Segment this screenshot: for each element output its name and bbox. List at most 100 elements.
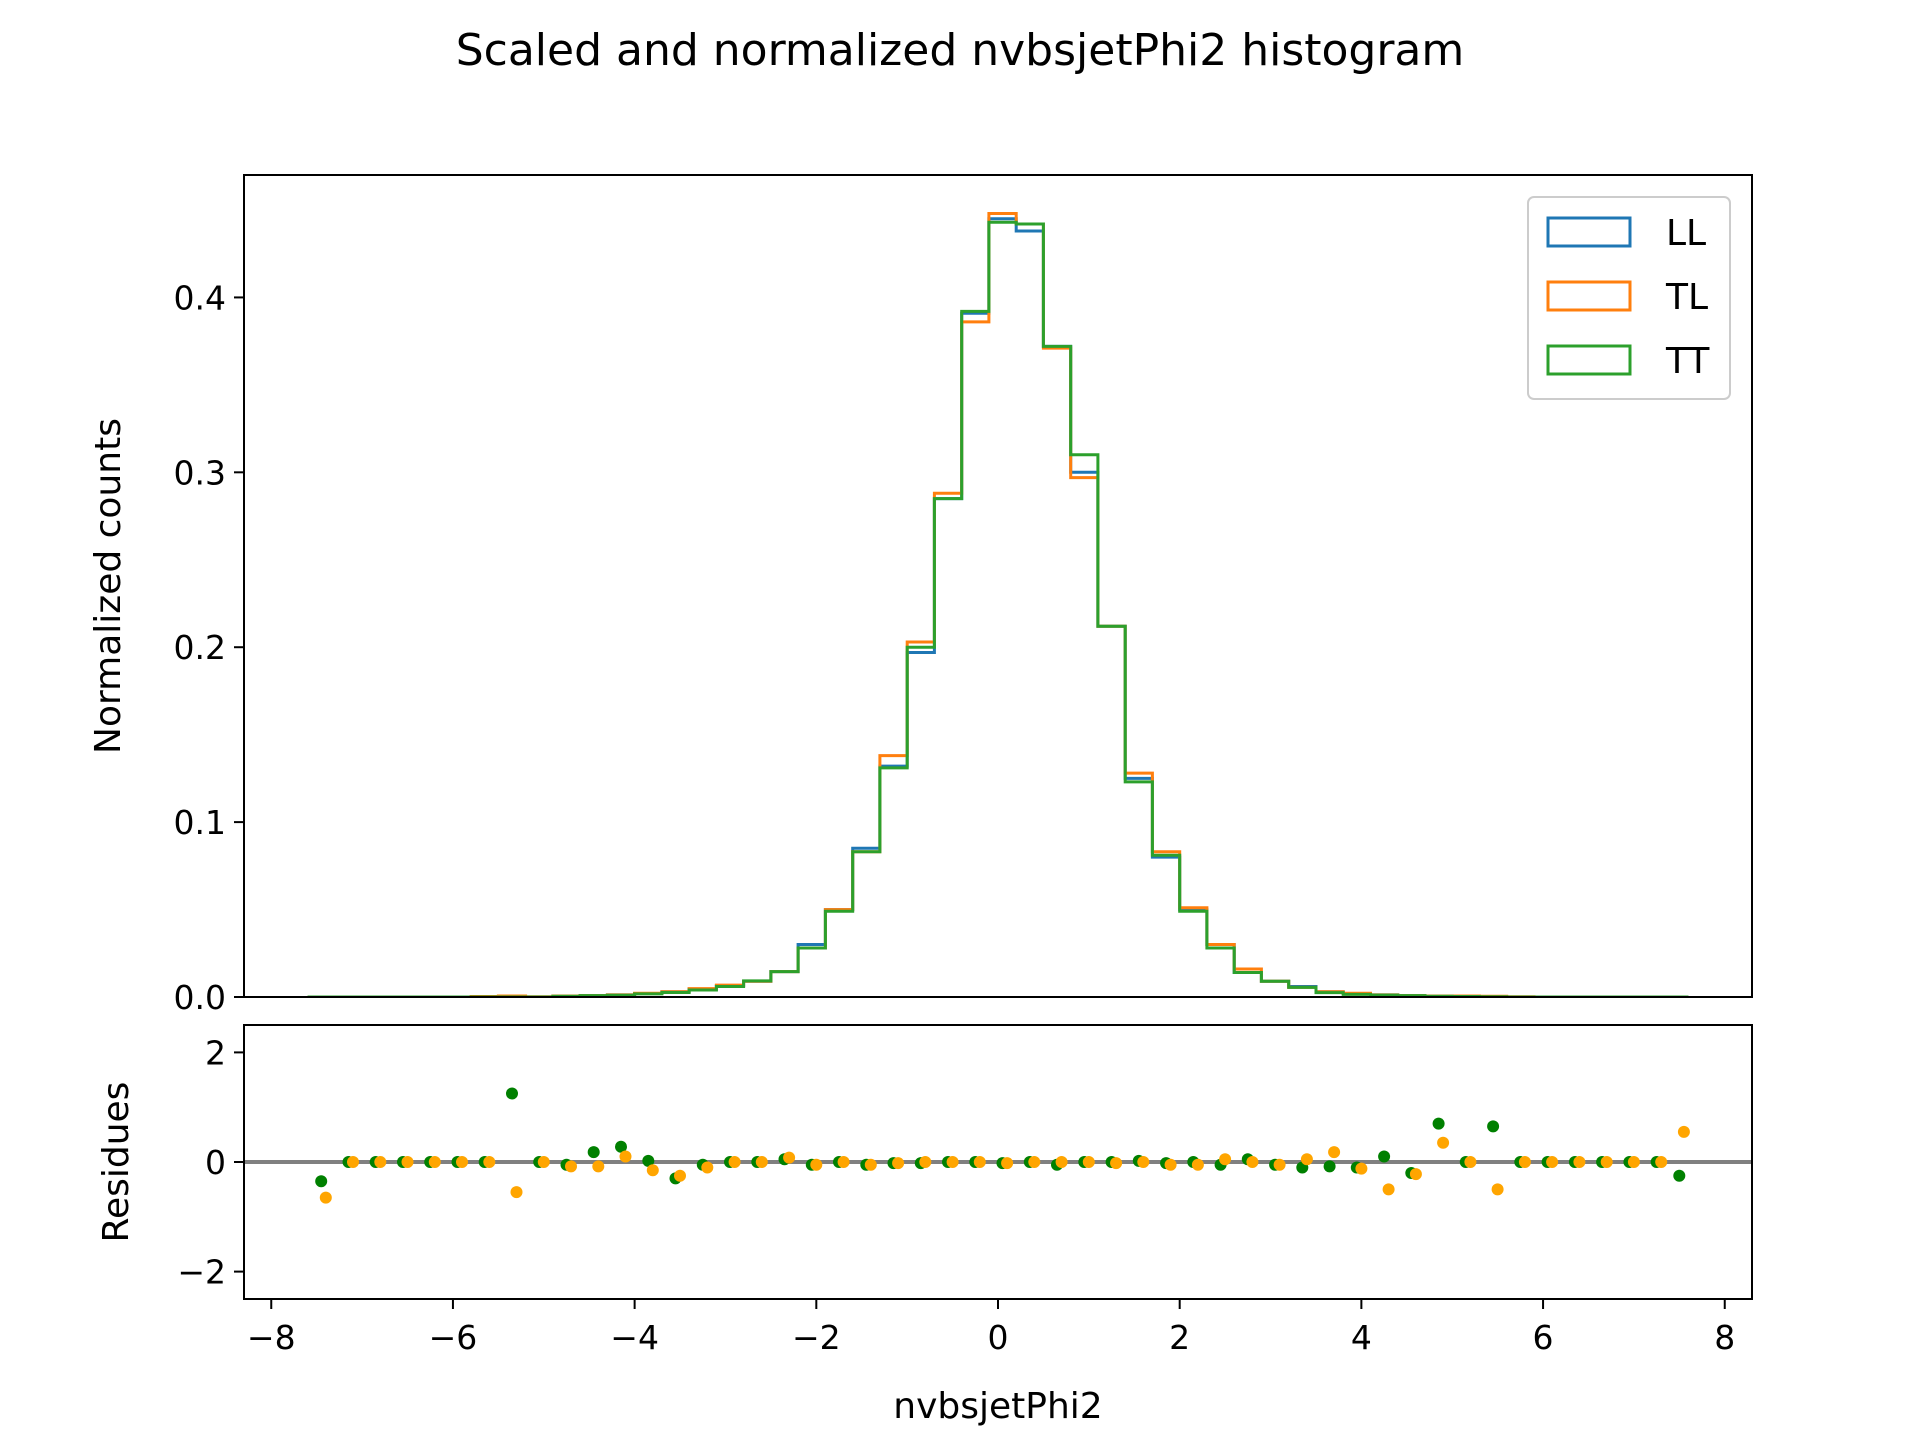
x-tick-label: 8 — [1714, 1318, 1735, 1357]
legend-label-tt: TT — [1665, 341, 1710, 382]
residue-point — [1464, 1156, 1477, 1168]
residue-point — [315, 1175, 328, 1188]
residue-point — [510, 1186, 523, 1199]
residue-point — [1600, 1156, 1613, 1168]
residues-y-tick-label: 0 — [205, 1143, 226, 1182]
residue-point — [892, 1157, 905, 1170]
residue-point — [1382, 1183, 1395, 1196]
residue-point — [1655, 1156, 1668, 1168]
residue-point — [1673, 1169, 1686, 1182]
residue-point — [646, 1164, 659, 1177]
x-tick-label: −6 — [429, 1318, 478, 1357]
residue-point — [506, 1087, 518, 1100]
residue-point — [1518, 1156, 1531, 1168]
histogram-y-tick-label: 0.2 — [174, 628, 226, 667]
residue-point — [919, 1156, 932, 1168]
x-tick-label: −8 — [247, 1318, 296, 1357]
residue-point — [428, 1156, 441, 1168]
legend-swatch-tl — [1546, 280, 1632, 312]
residues-frame — [243, 1024, 1753, 1300]
residue-point — [1219, 1153, 1232, 1166]
x-tick-label: 2 — [1169, 1318, 1190, 1357]
residue-point — [1328, 1146, 1341, 1159]
histogram-y-tick-label: 0.3 — [174, 453, 226, 492]
residue-point — [1001, 1157, 1014, 1170]
residue-point — [1191, 1158, 1204, 1171]
residue-point — [1300, 1153, 1313, 1166]
residue-point — [864, 1158, 877, 1171]
histogram-y-tick-label: 0.1 — [174, 803, 226, 842]
residue-point — [1491, 1183, 1504, 1196]
residues-y-tick-label: −2 — [177, 1253, 226, 1292]
main-axes: 0.0 0.1 0.2 0.3 0.4 Normalized counts — [88, 174, 1753, 1017]
legend: LL TL TT — [1527, 196, 1731, 400]
legend-label-tl: TL — [1665, 277, 1708, 318]
residue-point — [1273, 1158, 1286, 1171]
residue-point — [1137, 1156, 1150, 1168]
residue-point — [565, 1160, 577, 1173]
x-tick-label: −2 — [792, 1318, 841, 1357]
residue-point — [1409, 1168, 1422, 1181]
residues-y-tick-label: 2 — [205, 1033, 226, 1072]
residue-point — [1246, 1156, 1259, 1168]
x-tick-label: −4 — [610, 1318, 659, 1357]
residue-point — [1323, 1160, 1336, 1173]
residue-point — [374, 1156, 387, 1168]
residue-point — [1082, 1156, 1095, 1168]
residue-point — [1028, 1156, 1041, 1168]
histogram-frame — [243, 174, 1753, 998]
x-axis-label: nvbsjetPhi2 — [893, 1386, 1102, 1427]
residue-point — [319, 1191, 332, 1204]
histogram-y-tick-label: 0.4 — [174, 278, 226, 317]
histogram-y-ticks: 0.0 0.1 0.2 0.3 0.4 — [174, 278, 244, 1017]
residues-x-ticks: −8 −6 −4 −2 0 2 4 6 8 — [247, 1299, 1735, 1357]
legend-label-ll: LL — [1666, 213, 1706, 254]
residue-point — [1432, 1117, 1445, 1130]
residues-y-axis-label: Residues — [96, 1082, 137, 1243]
residues-axes: 2 0 −2 −8 −6 −4 −2 0 2 4 6 8 Residues nvbsjetPhi2 — [96, 1024, 1753, 1427]
histogram-series-tt — [307, 220, 1689, 997]
residue-point — [456, 1156, 468, 1168]
residue-point — [783, 1151, 796, 1164]
legend-swatch-tt — [1546, 344, 1632, 376]
histogram-y-tick-label: 0.0 — [174, 978, 226, 1017]
residues-plot-area — [244, 1087, 1752, 1204]
residue-point — [619, 1150, 632, 1163]
x-tick-label: 0 — [988, 1318, 1009, 1357]
histogram-plot-area — [307, 212, 1689, 997]
x-tick-label: 6 — [1533, 1318, 1554, 1357]
residue-point — [973, 1156, 986, 1168]
residue-point — [592, 1160, 605, 1173]
legend-swatch-ll — [1546, 216, 1632, 248]
residue-point — [1487, 1120, 1500, 1133]
residue-point — [401, 1156, 414, 1168]
residue-point — [674, 1169, 686, 1182]
residue-point — [1437, 1136, 1450, 1149]
residue-point — [615, 1140, 627, 1153]
chart-title: Scaled and normalized nvbsjetPhi2 histog… — [456, 25, 1465, 76]
x-tick-label: 4 — [1351, 1318, 1372, 1357]
residue-point — [701, 1161, 714, 1174]
residue-point — [642, 1154, 655, 1167]
residue-point — [1573, 1156, 1586, 1168]
histogram-y-axis-label: Normalized counts — [88, 418, 129, 754]
residue-point — [837, 1156, 850, 1168]
residue-point — [810, 1158, 823, 1171]
residue-point — [946, 1156, 959, 1168]
residue-point — [347, 1156, 359, 1168]
residue-point — [1164, 1158, 1177, 1171]
residue-point — [1546, 1156, 1559, 1168]
residue-point — [1677, 1125, 1690, 1138]
residues-y-ticks: 2 0 −2 — [177, 1033, 244, 1292]
residue-point — [728, 1156, 741, 1168]
residue-point — [1378, 1150, 1391, 1163]
residue-point — [1627, 1156, 1640, 1168]
residue-point — [587, 1146, 600, 1159]
residue-point — [1055, 1156, 1068, 1168]
residue-point — [755, 1156, 768, 1168]
residue-point — [537, 1156, 550, 1168]
residue-point — [1110, 1157, 1123, 1170]
residue-point — [1355, 1162, 1368, 1175]
residue-point — [483, 1156, 496, 1168]
